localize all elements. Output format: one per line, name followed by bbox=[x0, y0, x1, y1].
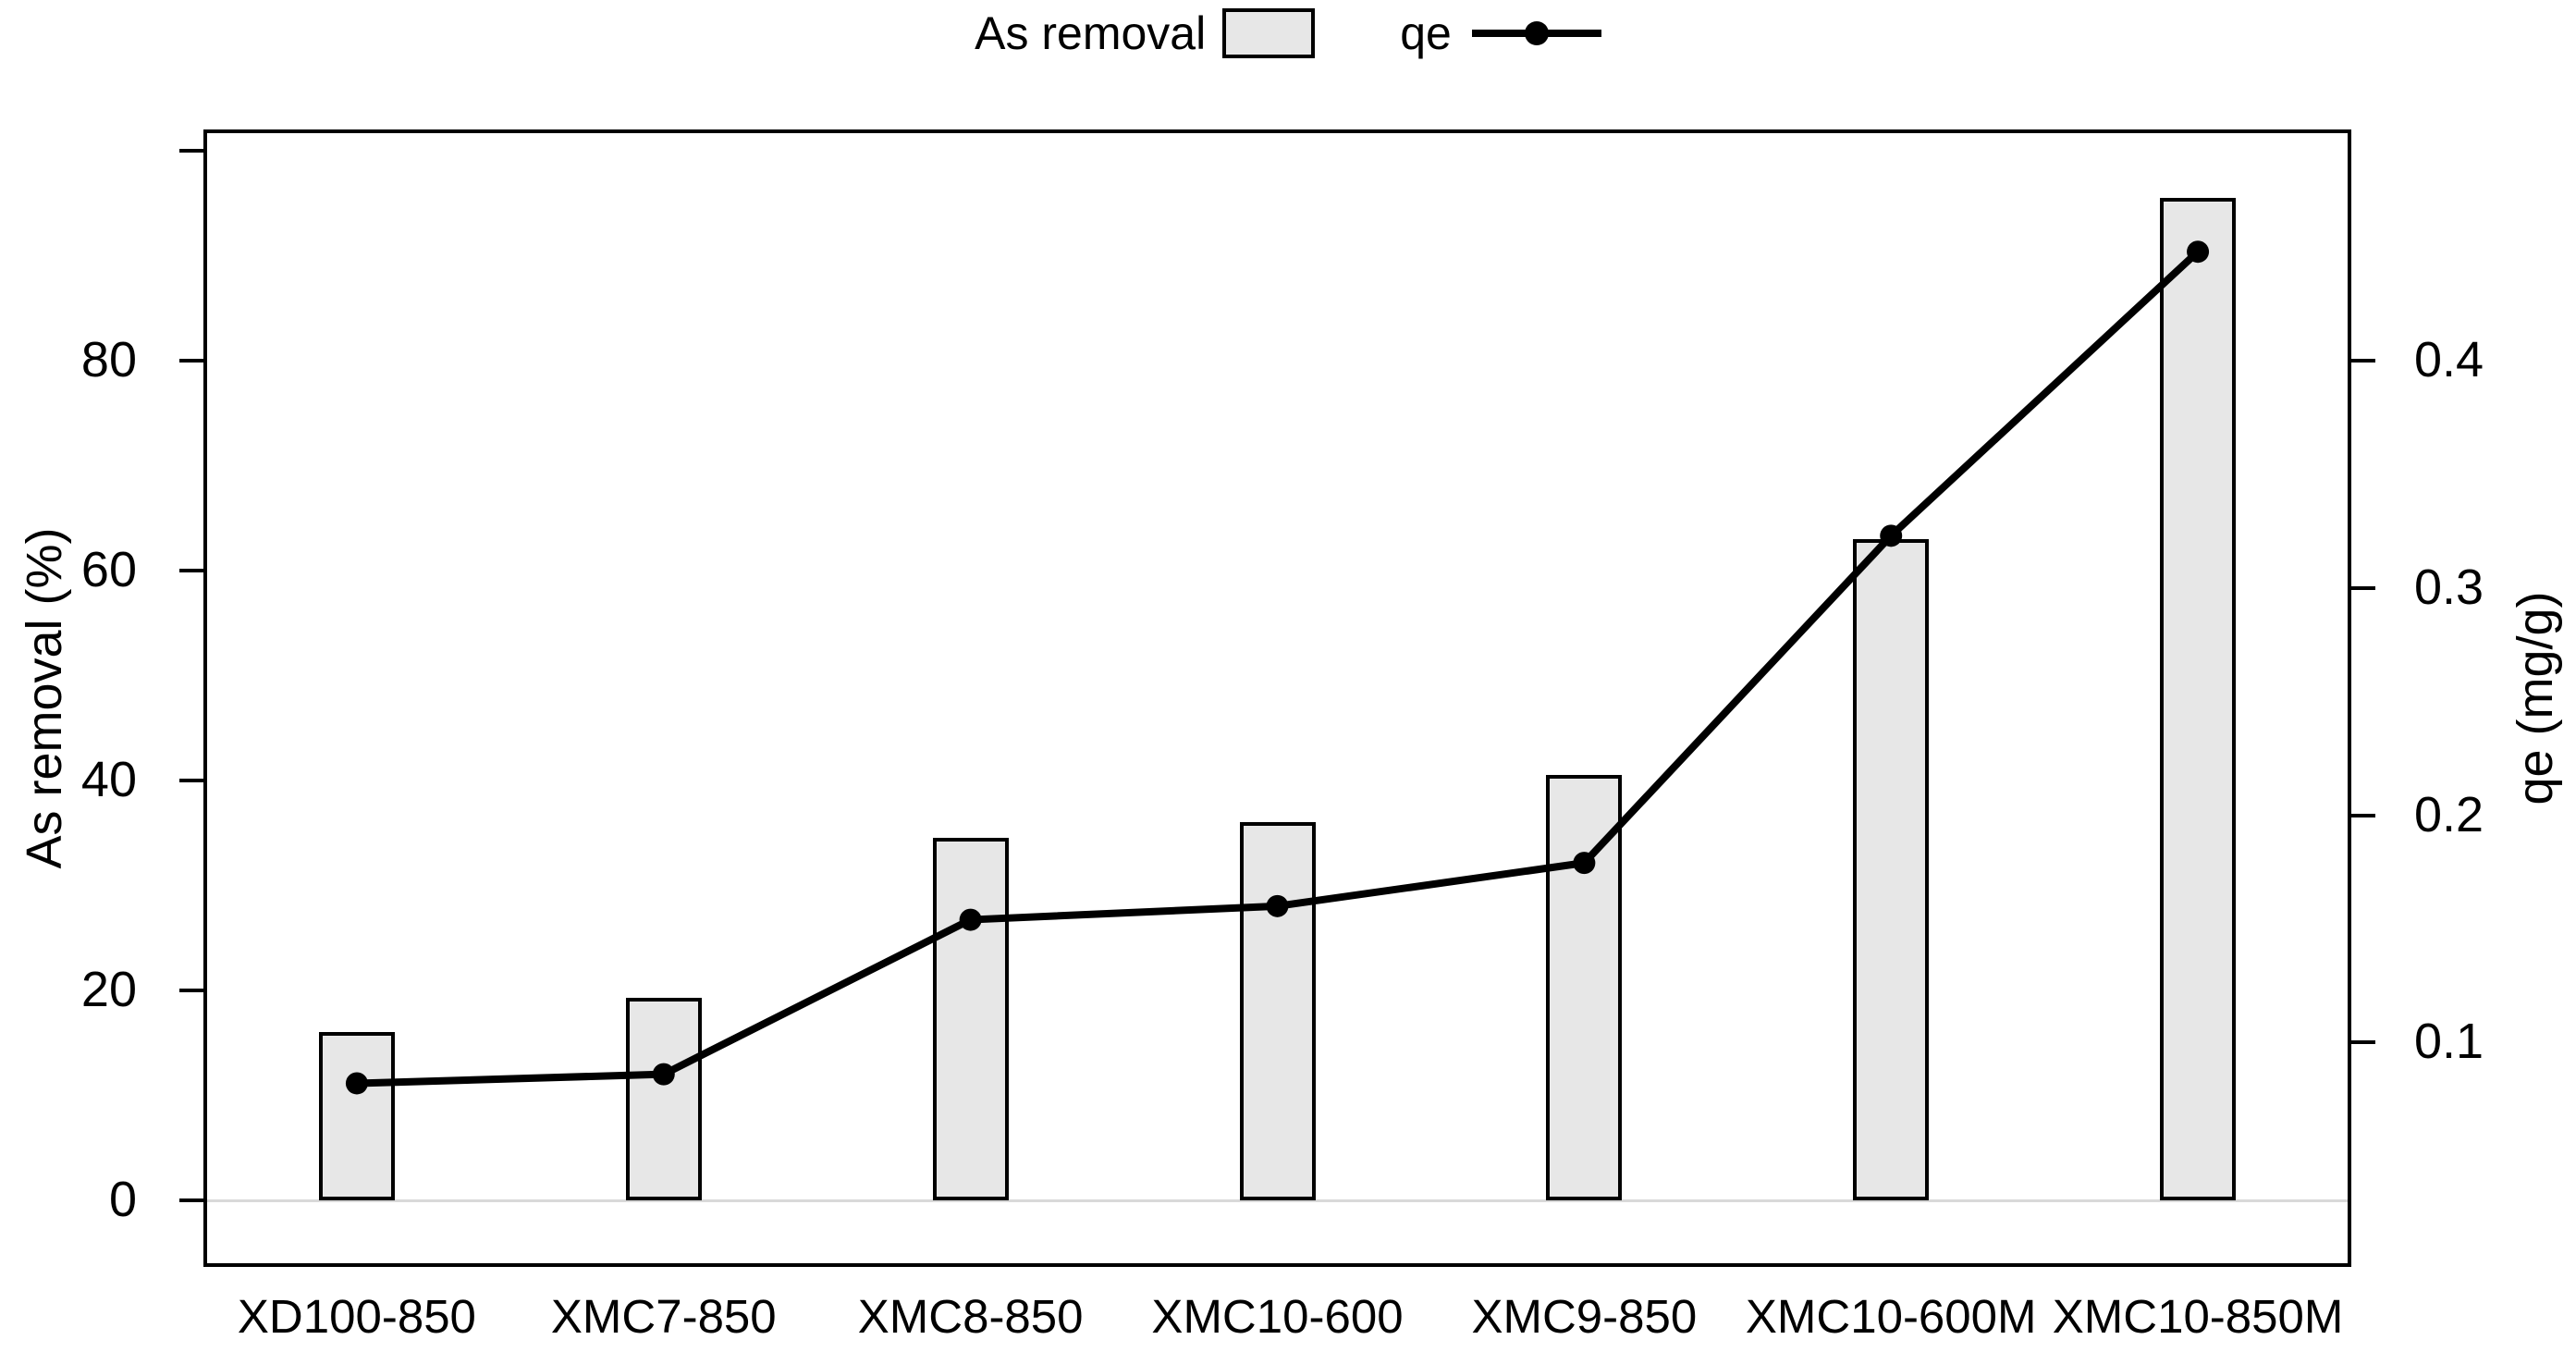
line-marker-icon bbox=[1471, 21, 1601, 45]
qe-point-XMC9-850 bbox=[1573, 852, 1596, 875]
right-axis-title: qe (mg/g) bbox=[2508, 591, 2563, 805]
left-axis-tick bbox=[179, 1198, 203, 1203]
bar-XMC10-600M bbox=[1853, 538, 1930, 1201]
legend-item-as-removal: As removal bbox=[975, 7, 1316, 59]
bar-XMC10-600 bbox=[1239, 822, 1316, 1201]
bar-swatch-icon bbox=[1222, 8, 1316, 58]
x-axis-label-XMC10-600: XMC10-600 bbox=[1151, 1290, 1404, 1343]
legend-label-as-removal: As removal bbox=[975, 7, 1207, 59]
right-axis-tick bbox=[2351, 359, 2375, 363]
left-axis-title: As removal (%) bbox=[17, 527, 72, 869]
qe-point-XMC10-850M bbox=[2187, 240, 2210, 264]
right-axis-tick-label: 0.1 bbox=[2414, 1014, 2484, 1070]
legend-item-qe: qe bbox=[1400, 10, 1601, 56]
legend-label-qe: qe bbox=[1400, 7, 1452, 59]
zero-gridline bbox=[203, 1198, 2351, 1202]
left-axis-tick-label: 80 bbox=[80, 332, 137, 388]
x-axis-label-XMC8-850: XMC8-850 bbox=[857, 1290, 1084, 1343]
left-axis-tick bbox=[179, 359, 203, 363]
right-axis-tick-label: 0.2 bbox=[2414, 786, 2484, 842]
qe-point-XMC8-850 bbox=[959, 908, 982, 931]
left-axis-tick bbox=[179, 149, 203, 154]
qe-line bbox=[352, 248, 2202, 1088]
right-axis-tick bbox=[2351, 585, 2375, 590]
bar-XMC7-850 bbox=[625, 997, 702, 1201]
qe-point-XMC7-850 bbox=[652, 1063, 675, 1086]
left-axis-tick bbox=[179, 569, 203, 573]
right-axis-tick bbox=[2351, 1040, 2375, 1045]
left-axis-tick-label: 20 bbox=[80, 962, 137, 1018]
qe-point-XMC10-600 bbox=[1266, 894, 1289, 917]
bar-XMC10-850M bbox=[2160, 198, 2237, 1201]
qe-point-XMC10-600M bbox=[1880, 524, 1903, 547]
x-axis-label-XMC9-850: XMC9-850 bbox=[1471, 1290, 1698, 1343]
left-axis-tick-label: 40 bbox=[80, 752, 137, 808]
bar-XD100-850 bbox=[318, 1032, 395, 1201]
left-axis-tick bbox=[179, 989, 203, 993]
chart-legend: As removal qe bbox=[0, 0, 2576, 67]
bar-XMC9-850 bbox=[1546, 775, 1623, 1201]
left-axis-tick bbox=[179, 779, 203, 783]
left-axis-tick-label: 0 bbox=[108, 1172, 137, 1228]
x-axis-label-XMC7-850: XMC7-850 bbox=[550, 1290, 777, 1343]
qe-point-XD100-850 bbox=[345, 1072, 368, 1095]
right-axis-tick bbox=[2351, 813, 2375, 817]
x-axis-label-XD100-850: XD100-850 bbox=[237, 1290, 476, 1343]
left-axis-tick-label: 60 bbox=[80, 542, 137, 598]
right-axis-tick-label: 0.3 bbox=[2414, 559, 2484, 615]
point-marker-icon bbox=[1524, 21, 1549, 45]
x-axis-label-XMC10-850M: XMC10-850M bbox=[2052, 1290, 2344, 1343]
right-axis-tick-label: 0.4 bbox=[2414, 332, 2484, 388]
x-axis-label-XMC10-600M: XMC10-600M bbox=[1745, 1290, 2037, 1343]
qe-line-series bbox=[345, 240, 2210, 1095]
bar-XMC8-850 bbox=[932, 838, 1009, 1201]
